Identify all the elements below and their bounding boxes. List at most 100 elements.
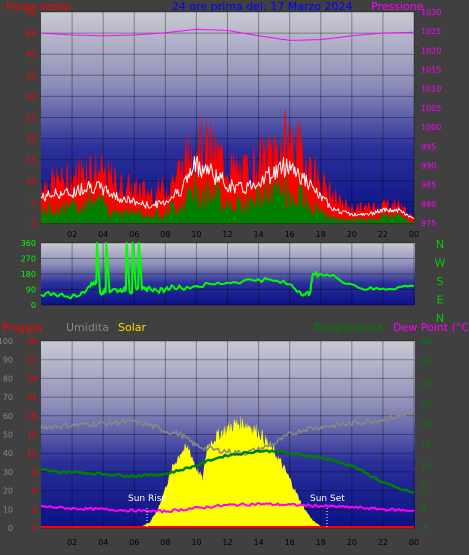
wind-x-tick-label: 22 — [378, 230, 388, 239]
wind-tick-label: 5 — [31, 198, 36, 207]
weather-x-tick-label: 12 — [222, 538, 232, 547]
weather-x-tick-label: 14 — [253, 538, 263, 547]
rain-tick-label: 0 — [32, 524, 37, 533]
pressure-tick-label: 990 — [421, 161, 436, 170]
wind-x-tick-label: 04 — [98, 230, 108, 239]
direction-tick-label: 0 — [31, 301, 36, 310]
wind-x-tick-label: 12 — [222, 230, 232, 239]
rain-tick-label: 24 — [27, 374, 37, 383]
wind-x-tick-label: 18 — [316, 230, 326, 239]
pressure-right-axis: 975 980 985 990 995 1000 1005 1010 1015 1020 1025 1… — [421, 8, 441, 228]
compass-label: N — [436, 238, 444, 251]
chart-date-title: 24 ore prima del: 17 Marzo 2024 — [172, 0, 353, 13]
wind-tick-label: 35 — [26, 71, 36, 80]
wind-tick-label: 20 — [26, 135, 36, 144]
compass-label: N — [436, 312, 444, 325]
rain-tick-label: 15 — [27, 431, 37, 440]
wind-left-axis: 0 5 10 15 20 25 30 35 40 45 50 — [26, 8, 36, 228]
humidity-tick-label: 20 — [3, 487, 13, 496]
humidity-tick-label: 40 — [3, 449, 13, 458]
humidity-tick-label: 100 — [0, 337, 13, 346]
wind-x-axis: 02 04 06 08 10 12 14 16 18 20 22 00 — [67, 230, 419, 239]
weather-x-tick-label: 08 — [160, 538, 170, 547]
legend-solar: Solar — [118, 321, 147, 334]
wind-tick-label: 0 — [31, 219, 36, 228]
legend-temperature: Temperatura — [312, 321, 383, 334]
wind-tick-label: 10 — [26, 177, 36, 186]
pressure-tick-label: 1025 — [421, 27, 441, 36]
weather-x-tick-label: 02 — [67, 538, 77, 547]
humidity-tick-label: 10 — [3, 505, 13, 514]
direction-series — [40, 242, 415, 300]
direction-tick-label: 270 — [21, 255, 36, 264]
humidity-tick-label: 50 — [3, 431, 13, 440]
compass-label: W — [435, 257, 446, 270]
humidity-line — [40, 409, 415, 457]
wind-tick-label: 40 — [26, 50, 36, 59]
rain-tick-label: 12 — [27, 449, 37, 458]
direction-tick-label: 180 — [21, 270, 36, 279]
rain-tick-label: 18 — [27, 412, 37, 421]
weather-x-tick-label: 00 — [409, 538, 419, 547]
weather-x-tick-label: 22 — [378, 538, 388, 547]
pressure-tick-label: 1020 — [421, 46, 441, 55]
weather-series — [40, 409, 415, 528]
humidity-tick-label: 0 — [8, 524, 13, 533]
wind-x-tick-label: 16 — [285, 230, 295, 239]
direction-left-axis: 0 90 180 270 360 — [21, 239, 36, 310]
weather-x-tick-label: 20 — [347, 538, 357, 547]
pressure-tick-label: 1005 — [421, 104, 441, 113]
rain-tick-label: 6 — [32, 487, 37, 496]
legend-humidity: Umidita — [66, 321, 109, 334]
weather-x-tick-label: 04 — [98, 538, 108, 547]
legend-dew-point: Dew Point (°C) — [393, 321, 469, 334]
wind-x-tick-label: 20 — [347, 230, 357, 239]
temperature-tick-label: 35 — [421, 358, 431, 367]
wind-tick-label: 50 — [26, 8, 36, 17]
weather-x-tick-label: 18 — [316, 538, 326, 547]
sun-set-label: Sun Set — [310, 494, 345, 504]
wind-speed-area — [41, 169, 414, 223]
compass-label: E — [437, 294, 444, 307]
humidity-axis: 0 10 20 30 40 50 60 70 80 90 100 — [0, 337, 13, 533]
temperature-tick-label: 20 — [421, 420, 431, 429]
wind-direction-line — [40, 242, 415, 300]
rain-tick-label: 3 — [32, 505, 37, 514]
temperature-tick-label: 15 — [421, 441, 431, 450]
weather-x-tick-label: 10 — [191, 538, 201, 547]
weather-x-tick-label: 16 — [285, 538, 295, 547]
humidity-tick-label: 70 — [3, 393, 13, 402]
wind-x-tick-label: 14 — [253, 230, 263, 239]
solar-area — [41, 414, 414, 528]
rain-axis: 0 3 6 9 12 15 18 21 24 27 30 — [27, 337, 37, 533]
pressure-tick-label: 985 — [421, 181, 436, 190]
temperature-tick-label: 5 — [421, 482, 426, 491]
temperature-tick-label: 40 — [421, 337, 431, 346]
wind-tick-label: 45 — [26, 29, 36, 38]
rain-tick-label: 21 — [27, 393, 37, 402]
temperature-tick-label: 30 — [421, 379, 431, 388]
weather-x-axis: 02 04 06 08 10 12 14 16 18 20 22 00 — [67, 538, 419, 547]
rain-tick-label: 27 — [27, 356, 37, 365]
temperature-tick-label: 25 — [421, 399, 431, 408]
wind-x-tick-label: 08 — [160, 230, 170, 239]
temperature-tick-label: 0 — [421, 503, 426, 512]
wind-series — [40, 28, 415, 223]
wind-x-tick-label: 06 — [129, 230, 139, 239]
humidity-tick-label: 80 — [3, 374, 13, 383]
sun-rise-label: Sun Rise — [128, 494, 167, 504]
wind-tick-label: 15 — [26, 156, 36, 165]
pressure-tick-label: 995 — [421, 142, 436, 151]
direction-tick-label: 90 — [26, 286, 36, 295]
pressure-tick-label: 975 — [421, 219, 436, 228]
wind-tick-label: 30 — [26, 92, 36, 101]
humidity-tick-label: 90 — [3, 356, 13, 365]
humidity-tick-label: 60 — [3, 412, 13, 421]
temperature-tick-label: -5 — [421, 524, 429, 533]
direction-plot-area — [41, 243, 415, 305]
temperature-tick-label: 10 — [421, 462, 431, 471]
wind-x-tick-label: 00 — [409, 230, 419, 239]
dew-point-line — [40, 502, 415, 514]
